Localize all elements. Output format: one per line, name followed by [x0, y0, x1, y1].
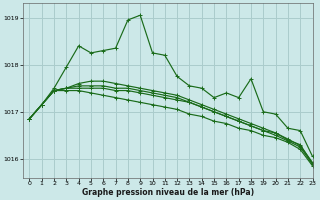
X-axis label: Graphe pression niveau de la mer (hPa): Graphe pression niveau de la mer (hPa) — [82, 188, 254, 197]
